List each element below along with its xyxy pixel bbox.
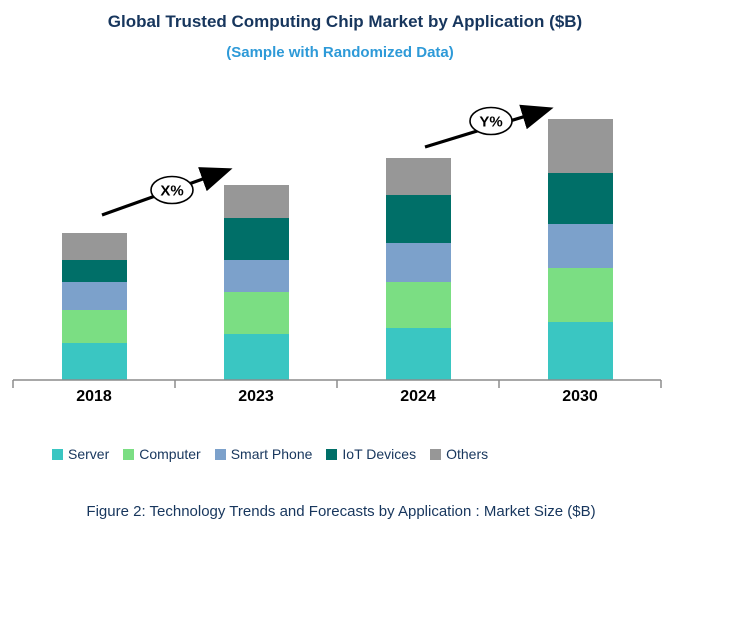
bar-segment-2024-smart-phone bbox=[385, 243, 451, 282]
bar-segment-2018-server bbox=[61, 343, 127, 380]
bar-segment-2023-smart-phone bbox=[223, 260, 289, 292]
bar-segment-2024-others bbox=[385, 158, 451, 195]
bar-segment-2023-server bbox=[223, 334, 289, 380]
stacked-bar-2024 bbox=[385, 158, 451, 380]
figure-caption: Figure 2: Technology Trends and Forecast… bbox=[86, 503, 596, 520]
bar-segment-2024-iot-devices bbox=[385, 195, 451, 243]
bar-segment-2018-others bbox=[61, 233, 127, 260]
legend-label-smart-phone: Smart Phone bbox=[230, 446, 313, 462]
growth-annotation-y: Y% bbox=[424, 104, 554, 149]
x-axis-label-2030: 2030 bbox=[562, 388, 598, 405]
computer-swatch-icon bbox=[123, 448, 135, 460]
chart-subtitle: (Sample with Randomized Data) bbox=[226, 44, 454, 61]
plot-area: X% Y% bbox=[0, 90, 741, 400]
bar-segment-2030-computer bbox=[547, 268, 613, 322]
bar-segment-2030-others bbox=[547, 119, 613, 173]
legend-item-server: Server bbox=[52, 446, 109, 462]
bar-segment-2018-computer bbox=[61, 310, 127, 343]
bar-segment-2018-smart-phone bbox=[61, 282, 127, 310]
y-percent-label: Y% bbox=[479, 114, 502, 131]
legend: Server Computer Smart Phone IoT Devices … bbox=[52, 446, 488, 462]
stacked-bar-2023 bbox=[223, 185, 289, 380]
iot-devices-swatch-icon bbox=[326, 448, 338, 460]
bar-segment-2030-server bbox=[547, 322, 613, 380]
x-axis bbox=[12, 379, 662, 388]
bar-segment-2023-iot-devices bbox=[223, 218, 289, 260]
stacked-bar-2018 bbox=[61, 233, 127, 380]
smart-phone-swatch-icon bbox=[214, 448, 226, 460]
bar-segment-2023-computer bbox=[223, 292, 289, 334]
x-percent-label: X% bbox=[160, 183, 183, 200]
bar-segment-2018-iot-devices bbox=[61, 260, 127, 282]
bar-segment-2023-others bbox=[223, 185, 289, 218]
legend-item-smart-phone: Smart Phone bbox=[214, 446, 313, 462]
legend-label-computer: Computer bbox=[139, 446, 201, 462]
others-swatch-icon bbox=[430, 448, 442, 460]
legend-item-others: Others bbox=[430, 446, 488, 462]
chart-title: Global Trusted Computing Chip Market by … bbox=[107, 12, 583, 31]
axis-and-annotations-layer: X% Y% bbox=[12, 104, 662, 388]
x-axis-label-2023: 2023 bbox=[238, 388, 274, 405]
bar-segment-2024-server bbox=[385, 328, 451, 380]
stacked-bar-2030 bbox=[547, 119, 613, 380]
legend-label-others: Others bbox=[446, 446, 489, 462]
server-swatch-icon bbox=[52, 448, 63, 460]
bar-segment-2030-iot-devices bbox=[547, 173, 613, 224]
legend-item-iot-devices: IoT Devices bbox=[326, 446, 416, 462]
legend-label-server: Server bbox=[68, 446, 110, 462]
legend-label-iot-devices: IoT Devices bbox=[342, 446, 417, 462]
x-axis-labels: 2018 2023 2024 2030 bbox=[13, 388, 661, 406]
x-axis-label-2024: 2024 bbox=[400, 388, 436, 405]
bar-segment-2024-computer bbox=[385, 282, 451, 328]
x-percent-ellipse bbox=[150, 175, 194, 205]
legend-item-computer: Computer bbox=[123, 446, 201, 462]
bar-segment-2030-smart-phone bbox=[547, 224, 613, 268]
growth-annotation-x: X% bbox=[101, 167, 233, 217]
x-axis-label-2018: 2018 bbox=[76, 388, 112, 405]
y-percent-ellipse bbox=[469, 106, 513, 136]
